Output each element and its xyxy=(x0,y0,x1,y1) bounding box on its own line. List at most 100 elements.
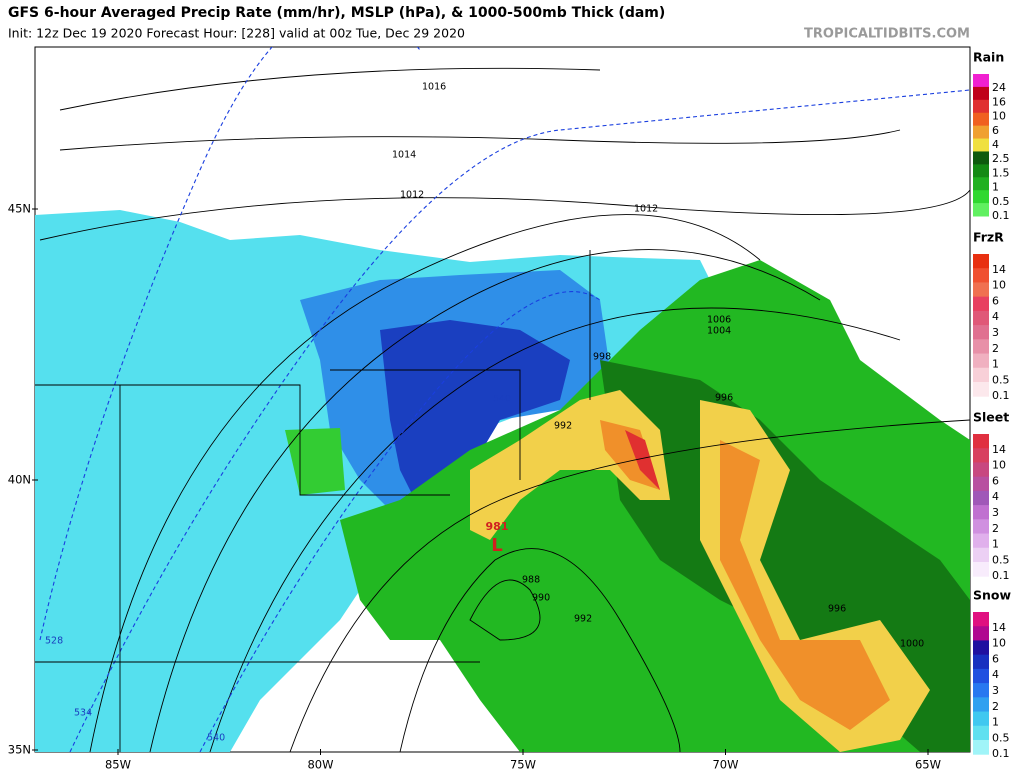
legend-value: 3 xyxy=(992,506,999,519)
isobar-label: 1016 xyxy=(422,82,446,93)
legend-value: 14 xyxy=(992,443,1006,456)
legend-swatch xyxy=(973,505,989,520)
legend-swatch xyxy=(973,268,989,283)
legend-swatch xyxy=(973,112,989,127)
legend-swatch xyxy=(973,381,989,397)
thickness-label: 540 xyxy=(493,394,511,405)
legend-swatch xyxy=(973,282,989,298)
legend-swatch xyxy=(973,697,989,713)
legend-value: 6 xyxy=(992,124,999,137)
legend-title: Snow xyxy=(973,588,1011,603)
legend-swatch xyxy=(973,99,989,114)
legend-title: Rain xyxy=(973,50,1004,65)
brand: TROPICALTIDBITS.COM xyxy=(804,27,970,42)
legend-swatch xyxy=(973,640,989,656)
legend-value: 4 xyxy=(992,310,999,323)
legend-swatch xyxy=(973,612,989,627)
rain-orange xyxy=(600,420,890,730)
legend-swatch xyxy=(973,296,989,312)
isobar-label: 1014 xyxy=(392,150,416,161)
map-title: GFS 6-hour Averaged Precip Rate (mm/hr),… xyxy=(8,5,665,21)
isobar-label: 1004 xyxy=(707,326,731,337)
isobar-label: 992 xyxy=(574,614,592,625)
legend-value: 2 xyxy=(992,700,999,713)
legend-value: 3 xyxy=(992,684,999,697)
isobar-label: 996 xyxy=(828,604,846,615)
legend-value: 10 xyxy=(992,459,1006,472)
legend-value: 2.5 xyxy=(992,152,1010,165)
legend-swatch xyxy=(973,190,989,204)
legend-value: 0.5 xyxy=(992,195,1010,208)
legend-swatch xyxy=(973,476,989,492)
low-pressure-value: 981 xyxy=(486,520,509,533)
legend-swatch xyxy=(973,74,989,88)
legend-value: 1 xyxy=(992,358,999,371)
legend-swatch xyxy=(973,519,989,535)
legend-swatch xyxy=(973,164,989,178)
legend-value: 0.1 xyxy=(992,747,1010,760)
legend-value: 3 xyxy=(992,326,999,339)
thickness-label: 534 xyxy=(74,708,92,719)
isobars xyxy=(39,67,970,752)
legend-value: 1.5 xyxy=(992,166,1010,179)
thickness-label: 540 xyxy=(207,733,225,744)
legend-value: 6 xyxy=(992,294,999,307)
isobar-label: 1006 xyxy=(707,315,731,326)
isobar-label: 998 xyxy=(593,352,611,363)
isobar-label: 1000 xyxy=(900,639,924,650)
legend-swatch xyxy=(973,367,989,383)
low-marker: L xyxy=(491,535,502,556)
isobar-label: 992 xyxy=(554,421,572,432)
lat-label: 40N xyxy=(8,473,31,487)
legend-swatch xyxy=(973,177,989,191)
rain-red xyxy=(625,430,660,490)
legend-swatch xyxy=(973,668,989,684)
legend-swatch xyxy=(973,739,989,755)
lat-label: 35N xyxy=(8,743,31,757)
legend-value: 2 xyxy=(992,342,999,355)
legend-value: 14 xyxy=(992,263,1006,276)
legend-swatch xyxy=(973,683,989,698)
lon-label: 80W xyxy=(307,758,333,772)
axes: 45N 40N 35N 85W 80W 75W 70W 65W xyxy=(8,202,941,772)
legend-title: FrzR xyxy=(973,230,1004,245)
legend-value: 10 xyxy=(992,637,1006,650)
legend-swatch xyxy=(973,138,989,152)
legend-title: Sleet xyxy=(973,410,1009,425)
legend-swatch xyxy=(973,561,989,577)
lon-label: 85W xyxy=(105,758,131,772)
legend-value: 0.5 xyxy=(992,553,1010,566)
lon-label: 70W xyxy=(712,758,738,772)
legend-swatch xyxy=(973,86,989,101)
legend-swatch xyxy=(973,462,989,478)
legend-value: 1 xyxy=(992,538,999,551)
isobar-label: 1012 xyxy=(400,190,424,201)
legend-value: 0.1 xyxy=(992,389,1010,402)
legend-value: 10 xyxy=(992,110,1006,123)
legend-value: 0.5 xyxy=(992,731,1010,744)
isobar-label: 1012 xyxy=(634,204,658,215)
isobar-label: 988 xyxy=(522,575,540,586)
legend-swatch xyxy=(973,254,989,269)
legend-swatch xyxy=(973,490,989,506)
legend-swatch xyxy=(973,711,989,727)
legends: Rain241610642.51.510.50.1FrzR1410643210.… xyxy=(973,50,1011,760)
legend-value: 6 xyxy=(992,474,999,487)
map-area: 1016 1014 1012 1012 1006 1004 998 992 99… xyxy=(34,46,971,753)
legend-swatch xyxy=(973,533,989,549)
legend-swatch xyxy=(973,434,989,449)
legend-value: 24 xyxy=(992,81,1006,94)
legend-swatch xyxy=(973,339,989,355)
legend-swatch xyxy=(973,203,989,217)
legend-swatch xyxy=(973,448,989,463)
legend-value: 14 xyxy=(992,621,1006,634)
legend-value: 4 xyxy=(992,668,999,681)
legend-value: 1 xyxy=(992,181,999,194)
legend-swatch xyxy=(973,125,989,140)
legend-value: 0.5 xyxy=(992,373,1010,386)
legend-value: 6 xyxy=(992,652,999,665)
map-subtitle: Init: 12z Dec 19 2020 Forecast Hour: [22… xyxy=(8,26,465,41)
legend-swatch xyxy=(973,353,989,369)
legend-value: 0.1 xyxy=(992,569,1010,582)
lat-label: 45N xyxy=(8,202,31,216)
